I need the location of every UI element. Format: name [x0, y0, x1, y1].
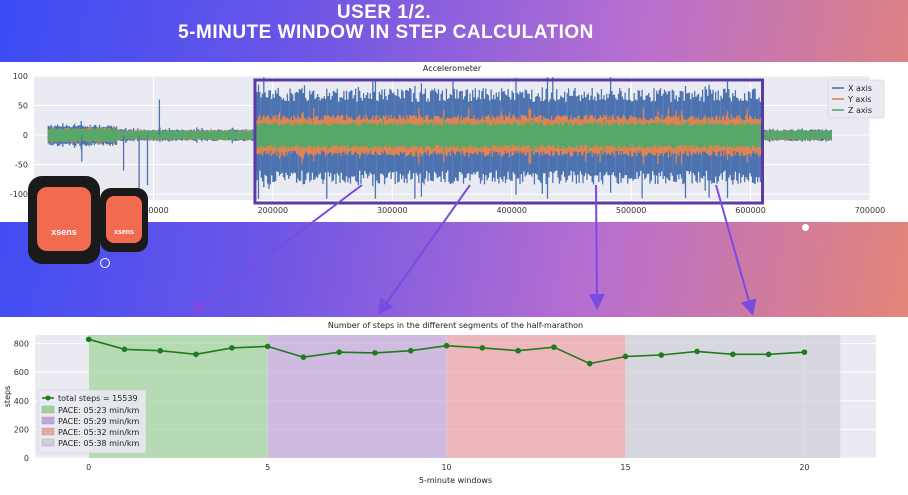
x-tick-label: 500000: [616, 206, 647, 215]
y-tick-label: 600: [14, 368, 29, 377]
slide-title-line1: USER 1/2.: [336, 2, 432, 23]
legend-label: X axis: [848, 84, 872, 93]
steps-point: [765, 351, 772, 358]
legend-label: Y axis: [847, 95, 871, 104]
steps-point: [264, 343, 271, 350]
x-tick-label: 200000: [258, 206, 289, 215]
steps-point: [551, 344, 557, 350]
series-z-signal: [47, 117, 832, 153]
y-tick-label: 400: [14, 397, 29, 406]
x-tick-label: 100000: [138, 206, 169, 215]
chart-title: Accelerometer: [423, 64, 482, 73]
device-brand-label: xsens: [51, 227, 77, 237]
x-tick-label: 10: [441, 463, 451, 472]
legend-box: [37, 389, 147, 454]
steps-point: [85, 336, 92, 343]
x-tick-label: 300000: [377, 206, 408, 215]
steps-point: [586, 360, 593, 367]
legend-label: PACE: 05:23 min/km: [58, 406, 140, 415]
legend-box: [827, 79, 885, 119]
highlight-box: [253, 78, 765, 205]
steps-point: [372, 350, 378, 356]
decorative-dot: [802, 224, 809, 231]
steps-point: [407, 347, 414, 354]
x-tick-label: 0: [86, 463, 91, 472]
accelerometer-panel: 100 50 0 -50 -100 100000 200000 300000 400000 500…: [0, 62, 908, 222]
x-axis-label: 5-minute windows: [419, 476, 492, 485]
steps-point: [443, 342, 450, 349]
steps-point: [730, 351, 736, 358]
y-tick-label: -50: [15, 161, 28, 170]
device-brand-label: xsens: [114, 229, 134, 236]
decorative-dot: [100, 258, 110, 268]
device-face: xsens: [106, 196, 142, 243]
x-tick-label: 700000: [855, 206, 886, 215]
steps-point: [336, 349, 342, 355]
x-tick-label: 600000: [735, 206, 766, 215]
xsens-device-small: xsens: [100, 188, 148, 252]
legend-label: Z axis: [848, 106, 872, 115]
y-tick-label: 200: [14, 425, 29, 434]
y-tick-label: 0: [24, 454, 29, 463]
x-tick-label: 20: [799, 463, 809, 472]
steps-point: [801, 349, 808, 355]
steps-point: [193, 351, 199, 358]
y-tick-label: 100: [13, 72, 28, 81]
y-tick-label: 800: [14, 340, 29, 349]
legend-marker: [45, 395, 51, 401]
steps-point: [479, 345, 486, 351]
steps-chart: 0 200 400 600 800 0 5 10 15 20 Number of steps in …: [3, 321, 876, 485]
steps-point: [694, 348, 700, 355]
slide-title-line2: 5-MINUTE WINDOW IN STEP CALCULATION: [178, 22, 594, 43]
legend-label: PACE: 05:29 min/km: [58, 417, 140, 426]
accelerometer-chart: 100 50 0 -50 -100 100000 200000 300000 400000 500…: [10, 64, 886, 215]
legend-label: total steps = 15539: [58, 394, 138, 403]
legend-swatch: [41, 416, 55, 425]
pace-region: [267, 335, 447, 458]
steps-point: [157, 347, 164, 354]
chart-title: Number of steps in the different segment…: [328, 321, 583, 330]
legend-swatch: [41, 427, 55, 436]
legend-label: PACE: 05:32 min/km: [58, 428, 140, 437]
x-tick-label: 15: [620, 463, 630, 472]
legend-label: PACE: 05:38 min/km: [58, 439, 140, 448]
y-tick-label: 0: [23, 131, 28, 140]
steps-point: [515, 347, 521, 354]
legend-swatch: [41, 438, 55, 447]
steps-point: [300, 354, 307, 360]
steps-point: [622, 353, 629, 360]
y-tick-label: 50: [18, 102, 28, 111]
xsens-device-large: xsens: [28, 176, 100, 264]
y-tick-label: -100: [10, 190, 28, 199]
device-face: xsens: [37, 187, 91, 251]
steps-point: [121, 346, 128, 353]
pace-region: [446, 335, 626, 458]
steps-point: [229, 345, 235, 351]
y-axis-label: steps: [3, 386, 12, 407]
steps-panel: 0 200 400 600 800 0 5 10 15 20 Number of steps in …: [0, 317, 908, 490]
legend-swatch: [41, 405, 55, 414]
x-tick-label: 5: [265, 463, 270, 472]
x-tick-label: 400000: [496, 206, 527, 215]
steps-point: [658, 352, 665, 358]
